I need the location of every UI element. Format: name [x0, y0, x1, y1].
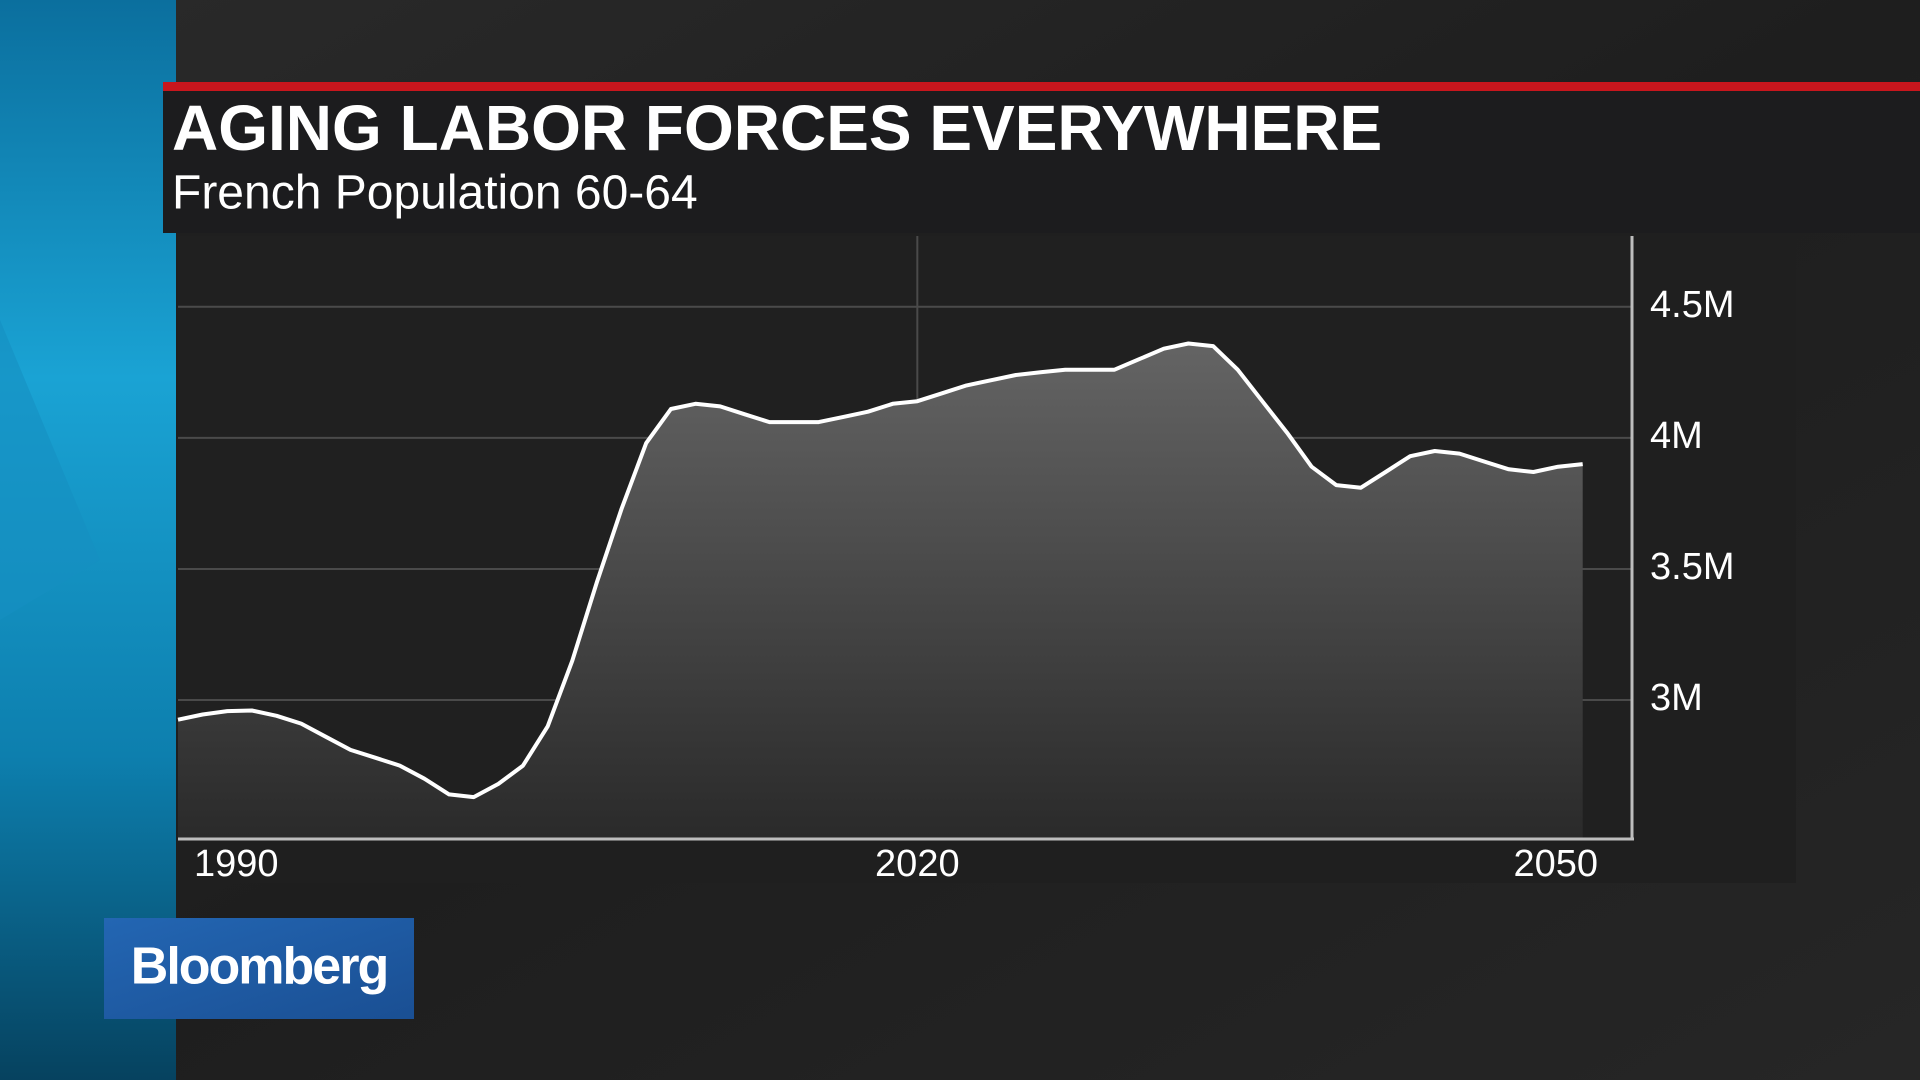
y-tick-label: 4M — [1650, 415, 1703, 457]
side-shape — [0, 320, 100, 620]
chart-subtitle: French Population 60-64 — [172, 167, 698, 220]
header-rule — [163, 82, 1920, 91]
chart-title: AGING LABOR FORCES EVERYWHERE — [172, 92, 1382, 164]
header-band — [163, 83, 1920, 233]
data-line — [177, 341, 1583, 800]
y-tick-label: 3M — [1650, 677, 1703, 719]
x-tick-label: 2020 — [875, 843, 960, 885]
y-tick-label: 4.5M — [1650, 284, 1734, 326]
area-fill — [178, 343, 1583, 839]
brand-logo — [104, 918, 414, 1019]
y-tick-label: 3.5M — [1650, 546, 1734, 588]
x-tick-label: 1990 — [194, 843, 279, 885]
x-tick-label: 2050 — [1513, 843, 1598, 885]
brand-text: Bloomberg — [131, 938, 387, 996]
